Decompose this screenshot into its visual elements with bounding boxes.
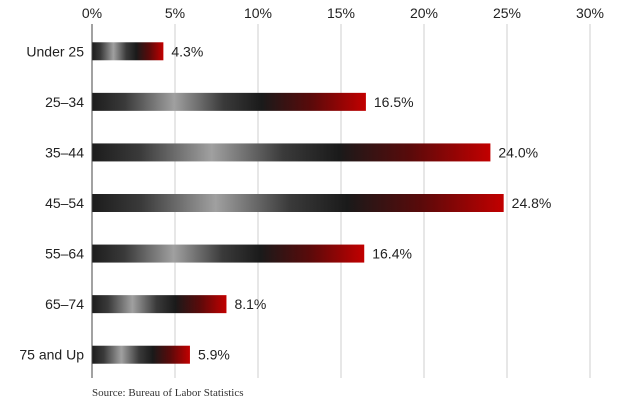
- x-tick-label: 0%: [82, 5, 102, 21]
- x-tick-label: 25%: [493, 5, 521, 21]
- x-tick-label: 10%: [244, 5, 272, 21]
- x-tick-label: 20%: [410, 5, 438, 21]
- value-label: 16.5%: [374, 94, 414, 110]
- value-label: 4.3%: [171, 43, 203, 59]
- bar: [92, 295, 227, 314]
- value-label: 16.4%: [372, 246, 412, 262]
- category-label: 75 and Up: [19, 347, 84, 363]
- bar: [92, 345, 190, 364]
- bar: [92, 143, 491, 162]
- bars: Under 25 4.3% 25–34 16.5% 35–44 24.0% 45–54 24.…: [19, 42, 552, 364]
- category-label: Under 25: [26, 43, 84, 59]
- value-label: 5.9%: [198, 347, 230, 363]
- category-label: 25–34: [45, 94, 84, 110]
- bar: [92, 42, 164, 61]
- value-label: 24.8%: [512, 195, 552, 211]
- bar: [92, 244, 365, 263]
- source-note: Source: Bureau of Labor Statistics: [92, 387, 244, 399]
- bar: [92, 194, 504, 212]
- x-tick-label: 15%: [327, 5, 355, 21]
- x-tick-label: 5%: [165, 5, 185, 21]
- category-label: 35–44: [45, 144, 84, 160]
- value-label: 8.1%: [234, 296, 266, 312]
- category-label: 65–74: [45, 296, 84, 312]
- category-label: 45–54: [45, 195, 84, 211]
- category-label: 55–64: [45, 246, 84, 262]
- value-label: 24.0%: [498, 144, 538, 160]
- bar: [92, 92, 366, 111]
- x-tick-label: 30%: [576, 5, 604, 21]
- x-axis-ticks: 0% 5% 10% 15% 20% 25% 30%: [82, 5, 604, 21]
